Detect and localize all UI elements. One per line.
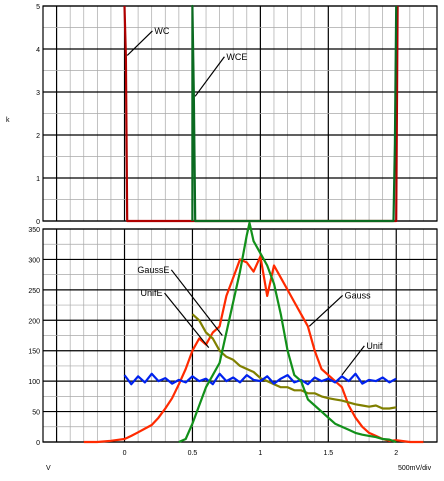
top-panel-series: [123, 4, 399, 223]
annotation-wce: WCE: [226, 52, 247, 62]
annotation-unife: UnifE: [141, 288, 163, 298]
x-tick-label: 0.5: [188, 450, 198, 457]
bottom-y-tick-label: 150: [28, 349, 40, 356]
annotation-leader-unif: [341, 345, 365, 376]
annotation-leader-unife: [164, 292, 210, 349]
bottom-y-tick-label: 50: [32, 410, 40, 417]
x-tick-label: 1: [258, 450, 262, 457]
x-axis-label: V: [46, 465, 51, 472]
annotation-leader-gausse: [170, 269, 223, 336]
series-line-gausse: [191, 313, 397, 410]
series-line-unife: [178, 221, 397, 444]
top-panel-grid: [42, 5, 438, 222]
annotations: WC WCE GaussE UnifE Gauss Unif: [126, 26, 383, 376]
bottom-y-tick-label: 0: [36, 440, 40, 447]
annotation-leader-wce: [194, 56, 225, 97]
annotation-leader-wc: [126, 30, 153, 56]
top-y-tick-label: 5: [36, 4, 40, 11]
annotation-wc: WC: [154, 26, 169, 36]
top-y-tick-label: 1: [36, 176, 40, 183]
series-line-wce: [191, 4, 398, 223]
bottom-y-tick-label: 200: [28, 318, 40, 325]
bottom-panel-frame: [42, 228, 438, 443]
x-tick-label: 1.5: [323, 450, 333, 457]
bottom-y-tick-label: 350: [28, 227, 40, 234]
top-y-tick-label: 2: [36, 133, 40, 140]
top-y-tick-label: 0: [36, 219, 40, 226]
scale-label: 500mV/div: [398, 465, 432, 472]
annotation-gausse: GaussE: [137, 265, 169, 275]
series-line-wc: [123, 5, 399, 223]
bottom-y-tick-label: 300: [28, 257, 40, 264]
x-tick-label: 0: [123, 450, 127, 457]
bottom-panel-series: [83, 221, 424, 444]
x-tick-label: 2: [394, 450, 398, 457]
annotation-gauss: Gauss: [345, 290, 372, 300]
annotation-leader-gauss: [308, 294, 344, 327]
bottom-y-tick-label: 100: [28, 379, 40, 386]
top-y-tick-label: 4: [36, 47, 40, 54]
top-y-tick-label: 3: [36, 90, 40, 97]
series-line-gauss: [83, 255, 424, 444]
top-y-axis-label: k: [6, 117, 10, 124]
series-line-unif: [123, 372, 397, 386]
bottom-y-tick-label: 250: [28, 288, 40, 295]
annotation-unif: Unif: [366, 341, 383, 351]
